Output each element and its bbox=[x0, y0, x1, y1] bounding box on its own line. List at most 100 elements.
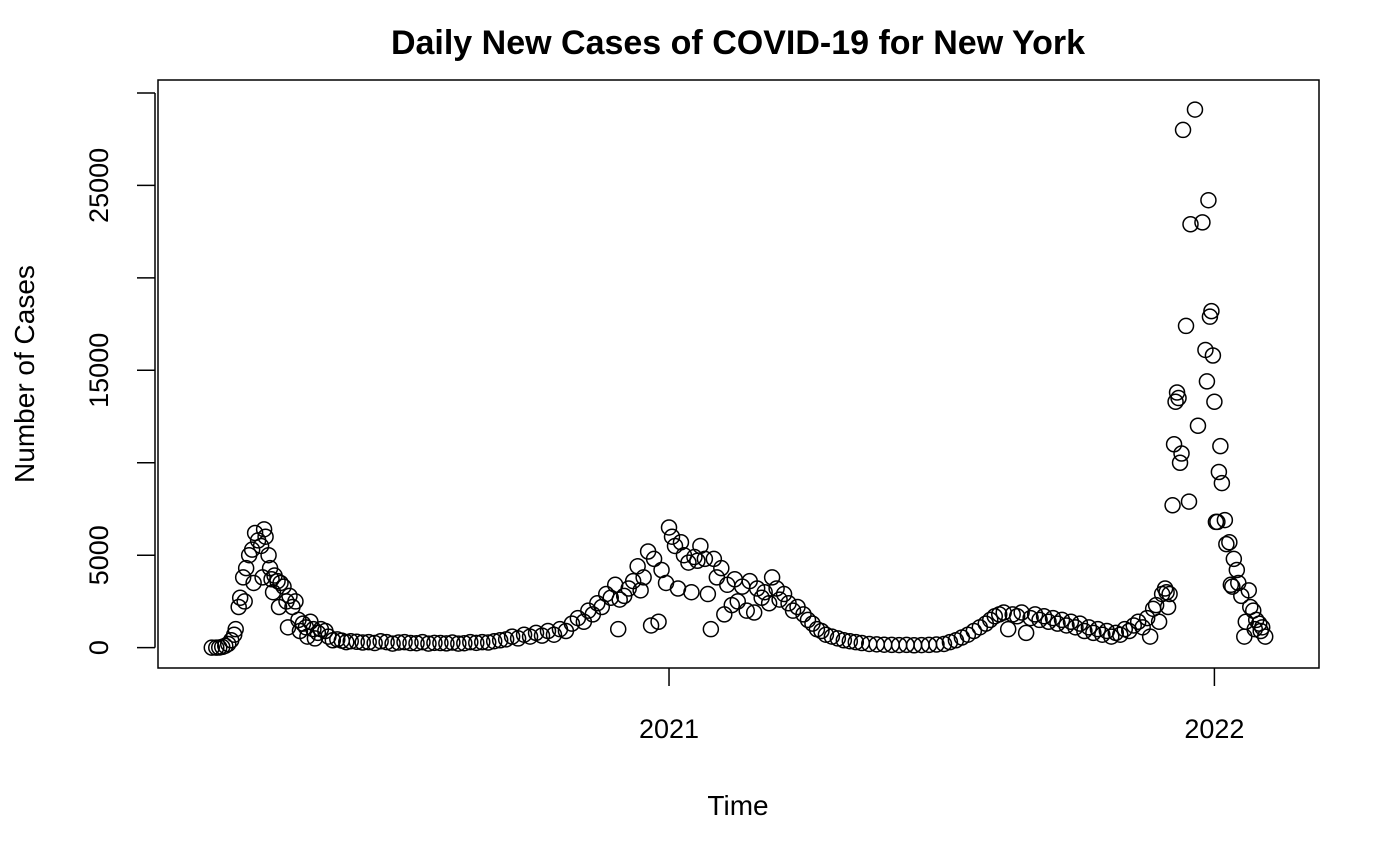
data-point bbox=[305, 620, 322, 638]
data-points bbox=[203, 101, 1274, 656]
y-axis-label: Number of Cases bbox=[9, 265, 40, 483]
data-point bbox=[756, 583, 773, 601]
x-tick-label: 2022 bbox=[1184, 714, 1244, 744]
data-point bbox=[420, 635, 437, 652]
data-point bbox=[456, 634, 473, 652]
data-point bbox=[663, 528, 681, 545]
data-point bbox=[696, 550, 714, 568]
data-point bbox=[1053, 611, 1071, 629]
data-point bbox=[609, 620, 627, 638]
data-point bbox=[982, 611, 999, 629]
data-point bbox=[1159, 598, 1177, 616]
data-point bbox=[738, 602, 755, 619]
data-point bbox=[219, 635, 237, 653]
data-point bbox=[257, 528, 274, 545]
data-point bbox=[660, 519, 678, 536]
data-point bbox=[479, 634, 497, 651]
data-point bbox=[402, 634, 419, 652]
data-point bbox=[260, 546, 277, 564]
data-point bbox=[1035, 607, 1053, 625]
data-point bbox=[1085, 624, 1102, 642]
data-point bbox=[1213, 474, 1231, 492]
data-point bbox=[1194, 214, 1211, 231]
data-point bbox=[1062, 613, 1080, 631]
data-point bbox=[1198, 373, 1216, 390]
data-point bbox=[245, 574, 262, 592]
data-point bbox=[642, 617, 660, 634]
data-point bbox=[1067, 619, 1084, 636]
data-point bbox=[1058, 617, 1075, 634]
data-point bbox=[1228, 561, 1246, 579]
data-point bbox=[1212, 437, 1229, 455]
data-point bbox=[713, 559, 730, 577]
data-point bbox=[408, 634, 425, 652]
data-point bbox=[680, 554, 697, 571]
data-point bbox=[342, 632, 359, 650]
data-point bbox=[928, 636, 945, 653]
data-point bbox=[414, 633, 431, 651]
plot-frame bbox=[157, 79, 1320, 669]
data-point bbox=[1044, 609, 1062, 627]
data-point bbox=[1094, 626, 1111, 643]
data-point bbox=[1237, 613, 1255, 631]
data-point bbox=[699, 585, 717, 603]
data-point bbox=[1210, 463, 1228, 481]
data-point bbox=[683, 583, 700, 601]
data-point bbox=[771, 591, 788, 608]
data-point bbox=[432, 634, 449, 652]
data-point bbox=[1177, 317, 1195, 335]
data-point bbox=[426, 634, 443, 652]
data-point bbox=[533, 627, 551, 644]
data-point bbox=[847, 633, 865, 651]
data-point bbox=[835, 632, 853, 649]
data-point bbox=[354, 634, 371, 651]
data-point bbox=[1225, 550, 1243, 568]
data-point bbox=[1112, 626, 1129, 643]
data-point bbox=[1040, 613, 1057, 631]
data-point bbox=[1129, 613, 1147, 631]
data-point bbox=[1168, 384, 1186, 401]
data-point bbox=[545, 626, 563, 643]
data-point bbox=[1008, 607, 1026, 625]
chart-title: Daily New Cases of COVID-19 for New York bbox=[391, 24, 1085, 62]
data-point bbox=[1150, 613, 1168, 631]
data-point bbox=[645, 550, 663, 568]
data-point bbox=[281, 587, 298, 605]
y-tick-label: 5000 bbox=[84, 525, 114, 585]
data-point bbox=[1080, 619, 1098, 636]
data-point bbox=[672, 534, 690, 551]
data-point bbox=[272, 574, 289, 592]
data-point bbox=[485, 632, 503, 650]
data-point bbox=[309, 624, 327, 642]
data-point bbox=[635, 569, 652, 586]
data-point bbox=[462, 633, 479, 651]
data-point bbox=[1171, 454, 1189, 471]
data-point bbox=[1180, 493, 1198, 510]
data-point bbox=[1049, 615, 1066, 632]
data-point bbox=[763, 569, 781, 586]
data-point bbox=[1182, 215, 1199, 233]
data-point bbox=[1013, 604, 1030, 621]
data-point bbox=[629, 558, 646, 575]
data-point bbox=[444, 634, 461, 651]
data-point bbox=[705, 550, 723, 568]
data-point bbox=[1165, 436, 1183, 453]
data-point bbox=[813, 622, 830, 640]
y-tick-label: 15000 bbox=[84, 333, 114, 408]
data-point bbox=[1141, 628, 1159, 645]
data-point bbox=[795, 606, 812, 623]
data-point bbox=[1204, 347, 1222, 364]
data-point bbox=[473, 633, 491, 651]
y-tick-label: 0 bbox=[84, 640, 114, 655]
data-point bbox=[491, 632, 509, 649]
data-point bbox=[252, 537, 270, 555]
data-point bbox=[360, 633, 377, 651]
data-point bbox=[390, 634, 407, 651]
data-point bbox=[1256, 628, 1274, 645]
data-point bbox=[632, 582, 649, 599]
data-point bbox=[1218, 535, 1235, 553]
data-point bbox=[1167, 393, 1184, 410]
x-axis-label: Time bbox=[707, 790, 768, 821]
data-point bbox=[563, 615, 581, 632]
